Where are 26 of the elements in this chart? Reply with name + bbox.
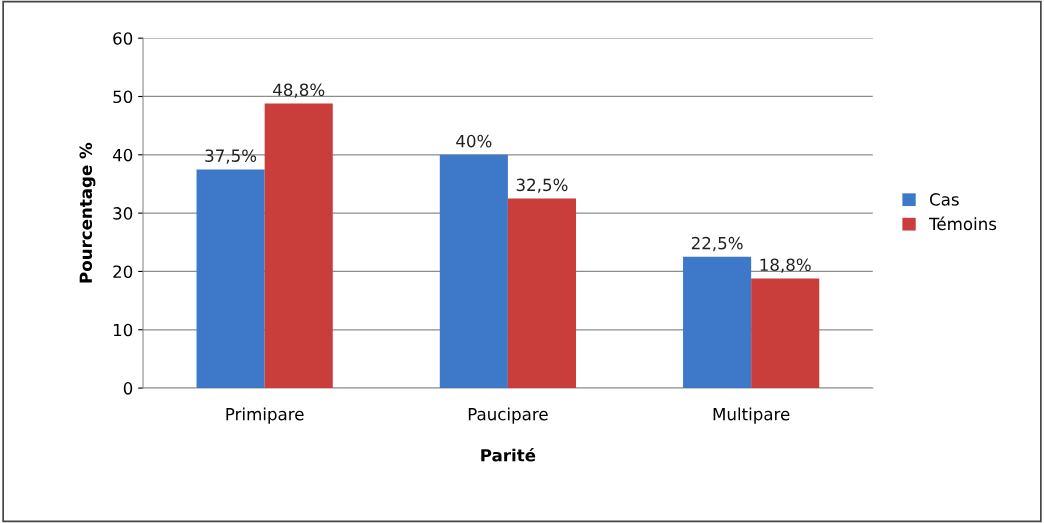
legend-label: Cas bbox=[929, 193, 959, 206]
y-tick-label: 10 bbox=[113, 323, 133, 337]
x-tick-label: Multipare bbox=[713, 407, 790, 424]
data-label: 48,8% bbox=[273, 83, 325, 98]
y-tick-label: 0 bbox=[123, 382, 133, 395]
bar bbox=[439, 154, 508, 389]
x-axis-title: Parité bbox=[481, 447, 536, 462]
y-tick-label: 60 bbox=[113, 32, 133, 45]
y-tick-label: 40 bbox=[112, 148, 133, 162]
data-label: 37,5% bbox=[205, 149, 257, 164]
y-tick-label: 30 bbox=[113, 207, 133, 220]
legend-label: Témoins bbox=[929, 216, 997, 231]
bar bbox=[264, 103, 333, 389]
x-tick-label: Primipare bbox=[226, 407, 304, 424]
y-tick-label: 20 bbox=[113, 265, 133, 279]
bar bbox=[683, 256, 752, 389]
y-tick-label: 50 bbox=[113, 90, 133, 104]
bar bbox=[196, 169, 265, 389]
data-label: 22,5% bbox=[691, 236, 743, 252]
x-tick-label: Paucipare bbox=[468, 407, 548, 424]
data-label: 18,8% bbox=[760, 258, 811, 273]
data-label: 40% bbox=[456, 134, 492, 148]
data-label: 32,5% bbox=[516, 178, 568, 193]
bar bbox=[507, 198, 577, 389]
bar bbox=[751, 278, 820, 389]
y-axis-title: Pourcentage % bbox=[79, 142, 96, 283]
